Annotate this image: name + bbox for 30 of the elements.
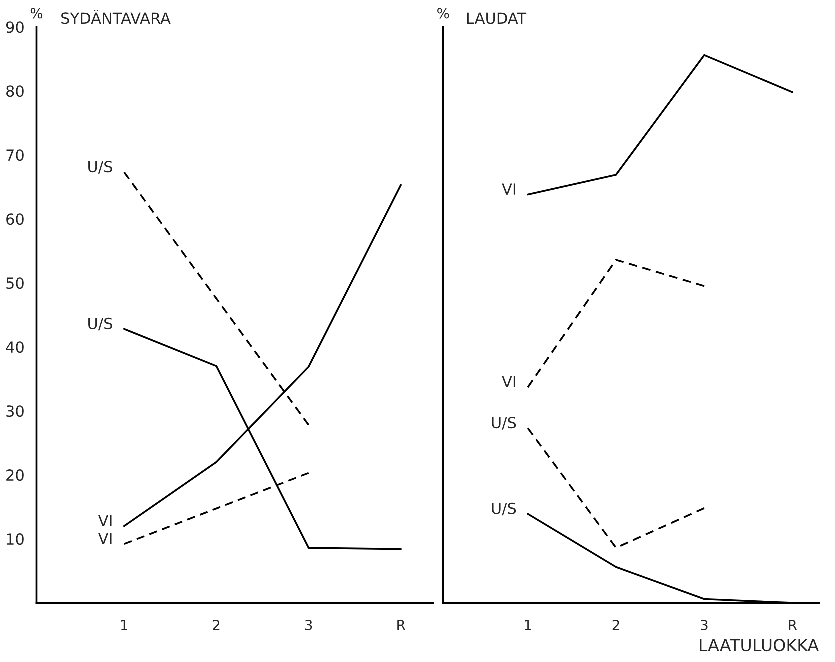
series-label: U/S — [88, 161, 112, 174]
chart-title: LAUDAT — [467, 12, 527, 24]
x-tick-label: 3 — [701, 620, 708, 630]
series-label: VI — [98, 533, 112, 544]
series-label: U/S — [492, 417, 516, 430]
y-tick-label: 70 — [6, 150, 24, 162]
series-label: U/S — [88, 318, 112, 331]
series-label: VI — [98, 515, 112, 526]
y-tick-label: 20 — [6, 470, 24, 482]
series-label: VI — [502, 376, 516, 388]
chart-title: SYDÄNTAVARA — [62, 10, 171, 24]
y-axis-title: % — [30, 8, 43, 19]
x-tick-label: R — [789, 620, 798, 630]
x-tick-label: 2 — [612, 620, 620, 630]
x-tick-label: 2 — [213, 620, 220, 630]
y-axis-title: % — [438, 8, 450, 19]
x-axis-title: LAATULUOKKA — [700, 639, 819, 652]
x-tick-label: 1 — [121, 620, 128, 630]
y-tick-label: 10 — [7, 534, 24, 546]
y-tick-label: 40 — [6, 342, 24, 354]
y-tick-label: 80 — [6, 86, 24, 98]
series-label: VI — [502, 184, 516, 195]
series-label: U/S — [492, 502, 516, 516]
y-tick-label: 50 — [6, 278, 24, 290]
x-tick-label: 1 — [525, 620, 532, 630]
y-tick-label: 90 — [6, 22, 24, 34]
x-tick-label: R — [398, 620, 406, 630]
y-tick-label: 60 — [6, 214, 24, 226]
y-tick-label: 30 — [6, 406, 24, 418]
x-tick-label: 3 — [305, 620, 312, 630]
